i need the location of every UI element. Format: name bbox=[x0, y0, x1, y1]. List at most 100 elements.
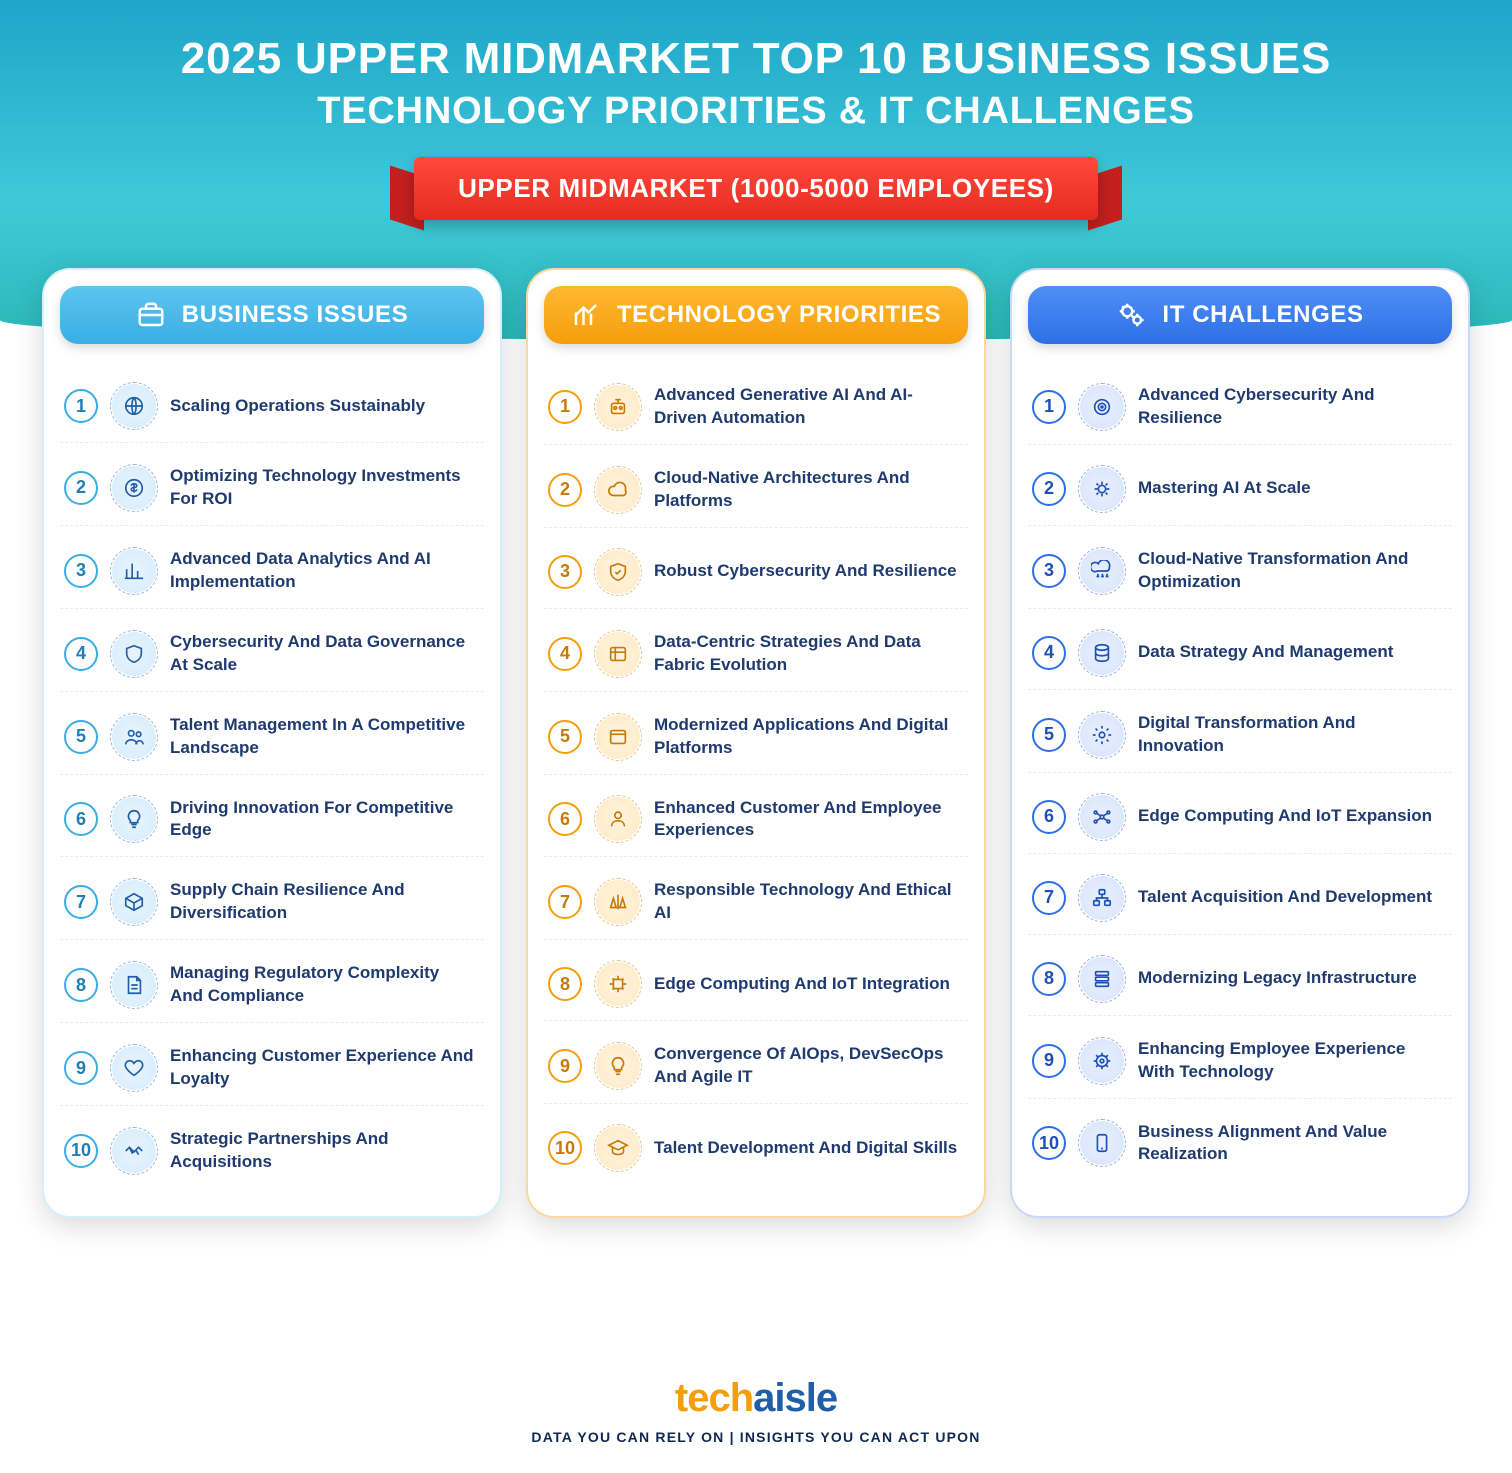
page-title-line2: TECHNOLOGY PRIORITIES & IT CHALLENGES bbox=[0, 90, 1512, 133]
item-label: Digital Transformation And Innovation bbox=[1138, 712, 1444, 758]
globe-icon bbox=[112, 384, 156, 428]
rank-badge: 5 bbox=[548, 720, 582, 754]
window-icon bbox=[596, 715, 640, 759]
infographic-page: 2025 UPPER MIDMARKET TOP 10 BUSINESS ISS… bbox=[0, 0, 1512, 1473]
card-header-business: BUSINESS ISSUES bbox=[60, 286, 484, 344]
item-label: Enhanced Customer And Employee Experienc… bbox=[654, 797, 960, 843]
item-label: Cloud-Native Architectures And Platforms bbox=[654, 467, 960, 513]
list-item: 6 Enhanced Customer And Employee Experien… bbox=[544, 783, 968, 858]
rank-badge: 7 bbox=[548, 885, 582, 919]
stack-icon bbox=[1080, 957, 1124, 1001]
it-items-list: 1Advanced Cybersecurity And Resilience 2… bbox=[1028, 370, 1452, 1180]
dollar-icon bbox=[112, 466, 156, 510]
item-label: Responsible Technology And Ethical AI bbox=[654, 879, 960, 925]
rank-badge: 6 bbox=[1032, 800, 1066, 834]
list-item: 10Strategic Partnerships And Acquisition… bbox=[60, 1114, 484, 1188]
list-item: 4 Data Strategy And Management bbox=[1028, 617, 1452, 690]
rank-badge: 7 bbox=[64, 885, 98, 919]
footer: techaisle DATA YOU CAN RELY ON | INSIGHT… bbox=[0, 1376, 1512, 1445]
tech-items-list: 1 Advanced Generative AI And AI-Driven Au… bbox=[544, 370, 968, 1184]
rank-badge: 5 bbox=[64, 720, 98, 754]
list-item: 5Digital Transformation And Innovation bbox=[1028, 698, 1452, 773]
list-item: 8 Modernizing Legacy Infrastructure bbox=[1028, 943, 1452, 1016]
item-label: Edge Computing And IoT Integration bbox=[654, 973, 950, 996]
rank-badge: 2 bbox=[1032, 472, 1066, 506]
list-item: 5Modernized Applications And Digital Pla… bbox=[544, 700, 968, 775]
item-label: Supply Chain Resilience And Diversificat… bbox=[170, 879, 476, 925]
item-label: Talent Acquisition And Development bbox=[1138, 886, 1432, 909]
logo-part2: aisle bbox=[753, 1376, 837, 1420]
list-item: 8Edge Computing And IoT Integration bbox=[544, 948, 968, 1021]
chart-up-icon bbox=[571, 300, 601, 330]
ribbon-wrap: UPPER MIDMARKET (1000-5000 EMPLOYEES) bbox=[0, 157, 1512, 220]
cog-icon bbox=[1080, 1039, 1124, 1083]
rank-badge: 6 bbox=[548, 802, 582, 836]
item-label: Data Strategy And Management bbox=[1138, 641, 1393, 664]
list-item: 9 Enhancing Customer Experience And Loyal… bbox=[60, 1031, 484, 1106]
rank-badge: 9 bbox=[548, 1049, 582, 1083]
list-item: 1Scaling Operations Sustainably bbox=[60, 370, 484, 443]
item-label: Advanced Generative AI And AI-Driven Aut… bbox=[654, 384, 960, 430]
person-icon bbox=[596, 797, 640, 841]
card-title-tech: TECHNOLOGY PRIORITIES bbox=[617, 301, 941, 329]
rank-badge: 2 bbox=[64, 471, 98, 505]
rank-badge: 1 bbox=[548, 390, 582, 424]
card-header-it: IT CHALLENGES bbox=[1028, 286, 1452, 344]
rank-badge: 9 bbox=[1032, 1044, 1066, 1078]
item-label: Data-Centric Strategies And Data Fabric … bbox=[654, 631, 960, 677]
card-title-business: BUSINESS ISSUES bbox=[182, 301, 408, 329]
ribbon-banner: UPPER MIDMARKET (1000-5000 EMPLOYEES) bbox=[414, 157, 1098, 220]
list-item: 6Edge Computing And IoT Expansion bbox=[1028, 781, 1452, 854]
logo: techaisle bbox=[0, 1376, 1512, 1421]
list-item: 9 Convergence Of AIOps, DevSecOps And Agi… bbox=[544, 1029, 968, 1104]
item-label: Scaling Operations Sustainably bbox=[170, 395, 425, 418]
item-label: Convergence Of AIOps, DevSecOps And Agil… bbox=[654, 1043, 960, 1089]
rank-badge: 4 bbox=[1032, 636, 1066, 670]
rank-badge: 3 bbox=[548, 555, 582, 589]
list-item: 9Enhancing Employee Experience With Tech… bbox=[1028, 1024, 1452, 1099]
rank-badge: 9 bbox=[64, 1051, 98, 1085]
rank-badge: 8 bbox=[1032, 962, 1066, 996]
balance-icon bbox=[596, 880, 640, 924]
ai-gear-icon bbox=[1080, 467, 1124, 511]
item-label: Advanced Cybersecurity And Resilience bbox=[1138, 384, 1444, 430]
card-business-issues: BUSINESS ISSUES 1Scaling Operations Sust… bbox=[42, 268, 502, 1218]
list-item: 2 Cloud-Native Architectures And Platform… bbox=[544, 453, 968, 528]
item-label: Talent Management In A Competitive Lands… bbox=[170, 714, 476, 760]
item-label: Enhancing Customer Experience And Loyalt… bbox=[170, 1045, 476, 1091]
list-item: 7 Supply Chain Resilience And Diversifica… bbox=[60, 865, 484, 940]
target-icon bbox=[1080, 385, 1124, 429]
list-item: 10Business Alignment And Value Realizati… bbox=[1028, 1107, 1452, 1181]
grad-icon bbox=[596, 1126, 640, 1170]
mobile-icon bbox=[1080, 1121, 1124, 1165]
box-icon bbox=[112, 880, 156, 924]
rank-badge: 10 bbox=[64, 1134, 98, 1168]
gears-icon bbox=[1116, 300, 1146, 330]
page-title-line1: 2025 UPPER MIDMARKET TOP 10 BUSINESS ISS… bbox=[0, 0, 1512, 84]
rank-badge: 2 bbox=[548, 473, 582, 507]
item-label: Advanced Data Analytics And AI Implement… bbox=[170, 548, 476, 594]
list-item: 2 Optimizing Technology Investments For R… bbox=[60, 451, 484, 526]
handshake-icon bbox=[112, 1129, 156, 1173]
rank-badge: 6 bbox=[64, 802, 98, 836]
chip-icon bbox=[596, 962, 640, 1006]
item-label: Cybersecurity And Data Governance At Sca… bbox=[170, 631, 476, 677]
card-technology-priorities: TECHNOLOGY PRIORITIES 1 Advanced Generati… bbox=[526, 268, 986, 1218]
rank-badge: 10 bbox=[548, 1131, 582, 1165]
item-label: Optimizing Technology Investments For RO… bbox=[170, 465, 476, 511]
list-item: 3Robust Cybersecurity And Resilience bbox=[544, 536, 968, 609]
briefcase-icon bbox=[136, 300, 166, 330]
robot-icon bbox=[596, 385, 640, 429]
list-item: 3Cloud-Native Transformation And Optimiz… bbox=[1028, 534, 1452, 609]
item-label: Modernizing Legacy Infrastructure bbox=[1138, 967, 1417, 990]
list-item: 2Mastering AI At Scale bbox=[1028, 453, 1452, 526]
rank-badge: 3 bbox=[1032, 554, 1066, 588]
item-label: Managing Regulatory Complexity And Compl… bbox=[170, 962, 476, 1008]
data-icon bbox=[596, 632, 640, 676]
rank-badge: 3 bbox=[64, 554, 98, 588]
org-icon bbox=[1080, 876, 1124, 920]
rank-badge: 10 bbox=[1032, 1126, 1066, 1160]
list-item: 6 Driving Innovation For Competitive Edge bbox=[60, 783, 484, 858]
item-label: Driving Innovation For Competitive Edge bbox=[170, 797, 476, 843]
network-icon bbox=[1080, 795, 1124, 839]
